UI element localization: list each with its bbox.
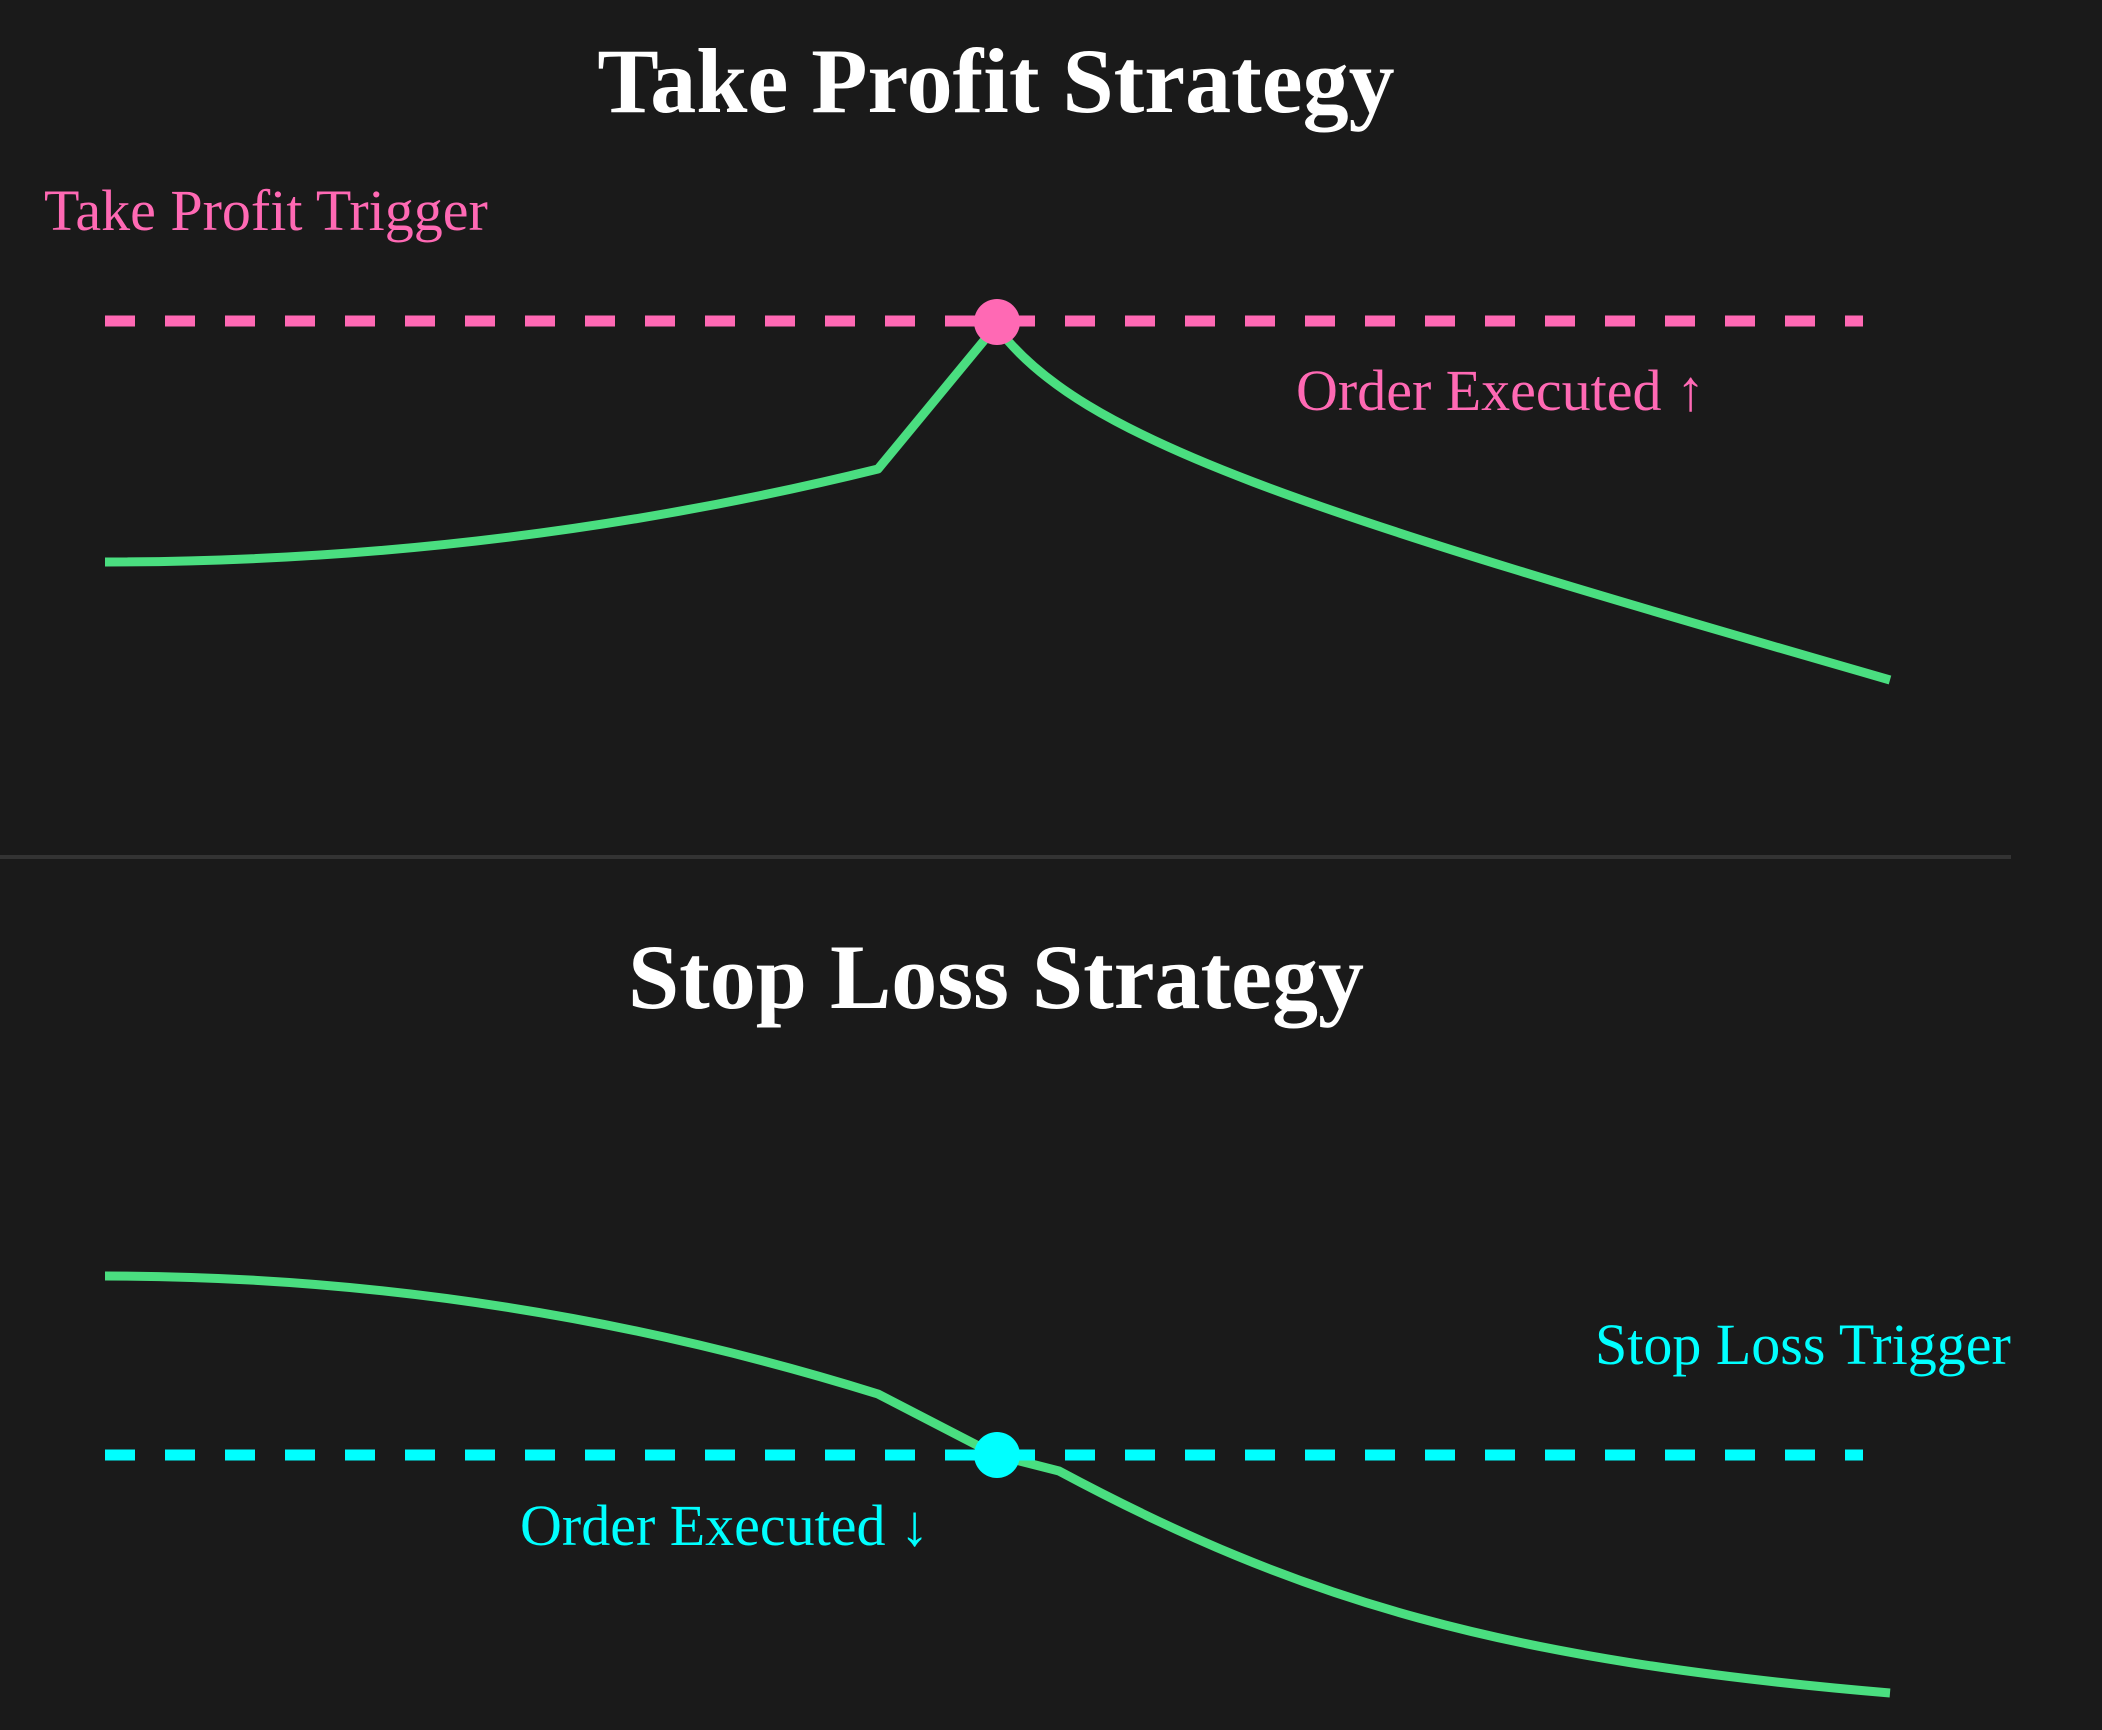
stop-loss-panel: Stop Loss Strategy Stop Loss Trigger Ord…: [104, 926, 2011, 1698]
stop-loss-title: Stop Loss Strategy: [628, 926, 1364, 1028]
take-profit-panel: Take Profit Strategy Take Profit Trigger…: [44, 30, 1892, 685]
stop-loss-price-line: [104, 1271, 1891, 1698]
take-profit-title: Take Profit Strategy: [597, 30, 1394, 132]
take-profit-execution-point: [974, 299, 1020, 345]
stop-loss-trigger-label: Stop Loss Trigger: [1595, 1312, 2011, 1377]
stop-loss-executed-label: Order Executed ↓: [520, 1493, 929, 1558]
take-profit-trigger-label: Take Profit Trigger: [44, 178, 488, 243]
stop-loss-execution-point: [974, 1432, 1020, 1478]
take-profit-executed-label: Order Executed ↑: [1296, 358, 1705, 423]
